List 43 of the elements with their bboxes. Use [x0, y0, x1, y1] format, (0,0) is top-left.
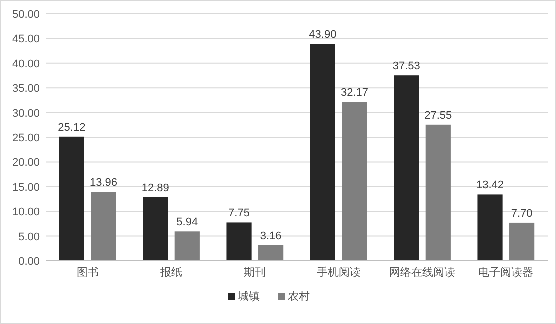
data-label: 32.17: [340, 87, 368, 100]
bar: [394, 76, 420, 261]
y-tick-label: 50.00: [12, 9, 40, 21]
data-label: 27.55: [424, 110, 452, 122]
legend-label: 农村: [288, 290, 310, 303]
bar: [143, 197, 168, 261]
data-label: 13.42: [476, 180, 504, 192]
data-label: 43.90: [309, 29, 337, 42]
x-tick-label: 报纸: [160, 267, 182, 279]
y-tick-label: 20.00: [12, 157, 40, 170]
data-label: 5.94: [176, 216, 198, 229]
bar: [478, 194, 503, 261]
bar: [510, 222, 535, 261]
data-label: 7.75: [228, 208, 250, 220]
y-tick-label: 45.00: [12, 34, 40, 46]
y-tick-label: 5.00: [18, 231, 40, 244]
y-tick-label: 40.00: [12, 58, 40, 70]
x-tick-label: 图书: [76, 266, 99, 279]
data-label: 37.53: [392, 60, 420, 73]
bar: [426, 124, 451, 261]
bar: [342, 102, 368, 261]
data-label: 25.12: [58, 122, 86, 134]
y-tick-label: 35.00: [12, 83, 40, 96]
data-label: 7.70: [511, 208, 533, 220]
bar: [258, 245, 284, 261]
y-tick-label: 10.00: [12, 206, 40, 219]
y-tick-label: 15.00: [12, 182, 40, 194]
data-label: 3.16: [260, 230, 282, 242]
bar: [310, 44, 336, 261]
bar: [174, 232, 200, 261]
y-tick-label: 25.00: [12, 132, 40, 144]
data-label: 12.89: [142, 182, 170, 194]
bar: [91, 192, 116, 261]
x-tick-label: 电子阅读器: [478, 266, 534, 279]
bar: [226, 222, 252, 261]
y-tick-label: 0.00: [18, 256, 40, 268]
data-label: 13.96: [90, 177, 118, 190]
legend-label: 城镇: [237, 290, 260, 303]
x-tick-label: 网络在线阅读: [390, 266, 456, 279]
x-tick-label: 手机阅读: [316, 266, 361, 279]
y-tick-label: 30.00: [12, 108, 40, 120]
x-tick-label: 期刊: [244, 267, 266, 279]
bar: [59, 136, 84, 261]
